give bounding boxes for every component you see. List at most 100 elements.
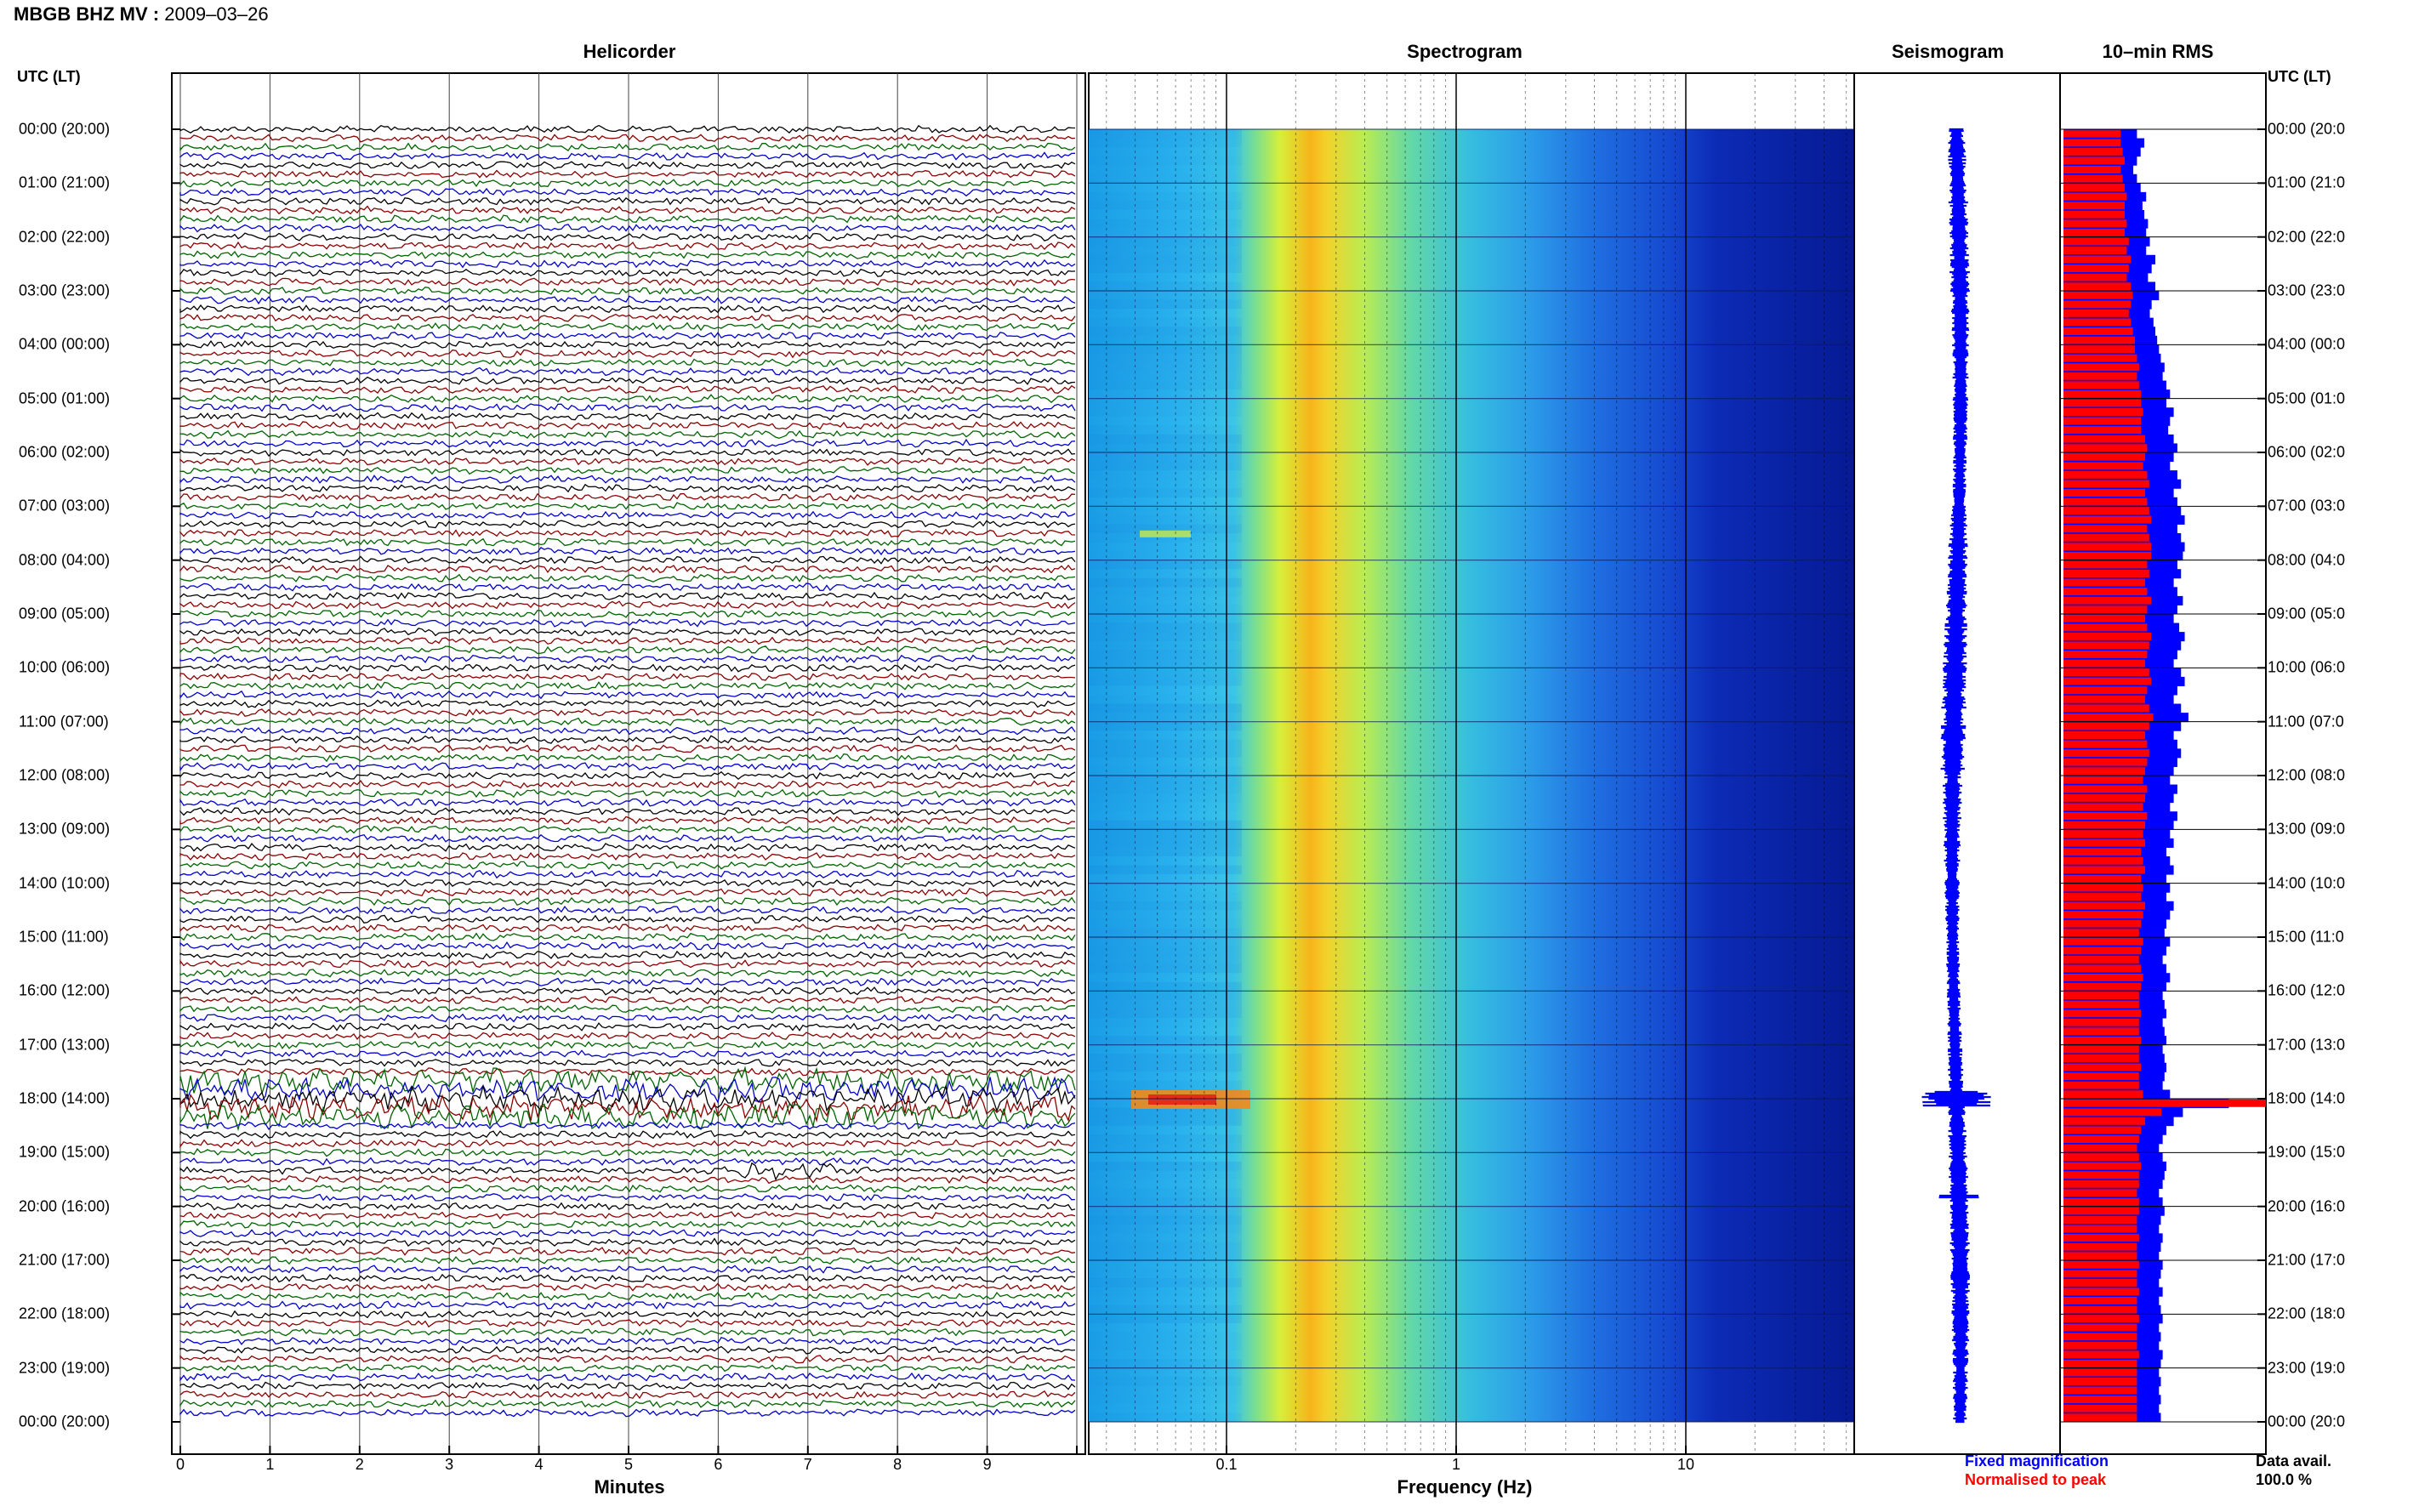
- helicorder-trace: [179, 528, 1076, 538]
- spectrogram-band: [1089, 362, 1242, 372]
- spectrogram-band: [1089, 1314, 1242, 1323]
- helicorder-trace: [179, 1318, 1076, 1328]
- left-time-label: 19:00 (15:00): [19, 1143, 111, 1161]
- right-time-label: 23:00 (19:0: [2268, 1359, 2346, 1377]
- helicorder-trace: [179, 1192, 1076, 1202]
- helicorder-trace: [179, 717, 1076, 726]
- helicorder-trace: [179, 259, 1076, 269]
- rms-normalised-bar: [2063, 1126, 2142, 1134]
- rms-normalised-bar: [2063, 1054, 2139, 1062]
- helicorder-trace: [179, 331, 1076, 340]
- rms-normalised-bar: [2063, 1395, 2137, 1404]
- spectrogram-band: [1089, 434, 1242, 444]
- rms-normalised-bar: [2063, 919, 2142, 928]
- data-availability-value: 100.0 %: [2256, 1471, 2313, 1488]
- rms-normalised-bar: [2063, 525, 2148, 533]
- date-label: 2009–03–26: [164, 3, 269, 25]
- rms-normalised-bar: [2063, 336, 2135, 344]
- left-time-label: 09:00 (05:00): [19, 605, 111, 622]
- spectrogram-band: [1089, 946, 1242, 956]
- rms-normalised-bar: [2063, 1135, 2139, 1143]
- rms-normalised-bar: [2063, 1386, 2137, 1395]
- helicorder-trace: [179, 735, 1076, 745]
- rms-normalised-bar: [2063, 722, 2149, 730]
- rms-normalised-bar: [2063, 1045, 2139, 1054]
- right-time-label: 02:00 (22:0: [2268, 228, 2346, 246]
- rms-normalised-bar: [2063, 1404, 2137, 1413]
- rms-normalised-bar: [2063, 543, 2152, 551]
- helicorder-trace: [179, 825, 1075, 834]
- rms-normalised-bar: [2063, 480, 2149, 488]
- rms-normalised-bar: [2063, 462, 2143, 470]
- spectrogram-band: [1089, 1188, 1242, 1198]
- rms-normalised-bar: [2063, 686, 2148, 695]
- minute-tick-label: 2: [355, 1456, 364, 1473]
- helicorder-trace: [179, 1103, 1076, 1132]
- rms-normalised-bar: [2063, 1027, 2139, 1036]
- right-time-label: 15:00 (11:0: [2268, 928, 2344, 946]
- rms-normalised-bar: [2063, 300, 2132, 309]
- rms-normalised-bar: [2063, 1000, 2139, 1009]
- helicorder-trace: [179, 1058, 1076, 1068]
- spectrogram-band: [1089, 577, 1242, 588]
- helicorder-trace: [179, 959, 1076, 969]
- spectrogram-panel: [1088, 72, 1855, 1455]
- spectrogram-band: [1089, 299, 1242, 310]
- spectrogram-band: [1089, 1179, 1242, 1189]
- spectrogram-band: [1089, 1107, 1242, 1117]
- helicorder-trace: [179, 465, 1076, 475]
- rms-normalised-bar: [2063, 372, 2137, 380]
- rms-normalised-bar: [2063, 1144, 2137, 1152]
- rms-normalised-bar: [2063, 758, 2148, 766]
- helicorder-trace: [179, 1363, 1075, 1373]
- spectrogram-band: [1089, 784, 1242, 794]
- helicorder-trace: [179, 878, 1076, 888]
- rms-normalised-bar: [2063, 704, 2149, 713]
- rms-normalised-bar: [2063, 273, 2127, 281]
- spectrogram-band: [1089, 254, 1242, 264]
- helicorder-x-label: Minutes: [594, 1476, 665, 1498]
- left-time-label: 22:00 (18:00): [19, 1305, 111, 1322]
- rms-normalised-bar: [2063, 399, 2142, 407]
- rms-normalised-bar: [2063, 389, 2142, 398]
- helicorder-trace: [179, 151, 1076, 161]
- helicorder-trace: [179, 1093, 1076, 1123]
- spectrogram-band: [1089, 1305, 1242, 1315]
- spectrogram-band: [1089, 1242, 1242, 1252]
- spectrogram-band: [1089, 317, 1242, 327]
- helicorder-trace: [179, 1381, 1076, 1390]
- helicorder-trace: [179, 161, 1076, 170]
- minute-tick-label: 7: [803, 1456, 812, 1473]
- axes-layer: [172, 128, 2266, 1454]
- right-time-label: 08:00 (04:0: [2268, 551, 2346, 569]
- spectrogram-band: [1089, 892, 1242, 901]
- helicorder-trace: [179, 600, 1076, 610]
- rms-normalised-bar: [2063, 184, 2125, 192]
- right-time-label: 19:00 (15:0: [2268, 1143, 2346, 1161]
- helicorder-trace: [179, 573, 1076, 583]
- minute-tick-label: 5: [623, 1456, 634, 1473]
- spectrogram-band: [1089, 353, 1242, 363]
- helicorder-trace: [179, 142, 1076, 152]
- spectrogram-band: [1089, 1054, 1242, 1063]
- rms-normalised-bar: [2063, 1108, 2162, 1117]
- helicorder-trace: [179, 950, 1076, 960]
- rms-normalised-bar: [2063, 884, 2143, 892]
- helicorder-trace: [179, 313, 1076, 322]
- helicorder-trace: [179, 214, 1076, 224]
- helicorder-trace: [179, 438, 1076, 448]
- right-time-label: 04:00 (00:0: [2268, 335, 2346, 353]
- rms-normalised-bar: [2063, 731, 2145, 739]
- rms-normalised-bar: [2063, 677, 2152, 685]
- helicorder-trace: [179, 1229, 1076, 1238]
- rms-normalised-bar: [2063, 803, 2143, 811]
- helicorder-trace: [179, 321, 1076, 332]
- right-time-label: 06:00 (02:0: [2268, 443, 2346, 461]
- spectrogram-band: [1089, 955, 1242, 964]
- helicorder-trace: [179, 1121, 1076, 1131]
- spectrogram-band: [1089, 1377, 1242, 1386]
- rms-normalised-bar: [2063, 929, 2139, 937]
- left-time-label: 03:00 (23:00): [19, 281, 111, 299]
- helicorder-trace: [179, 851, 1076, 861]
- helicorder-trace: [179, 555, 1076, 565]
